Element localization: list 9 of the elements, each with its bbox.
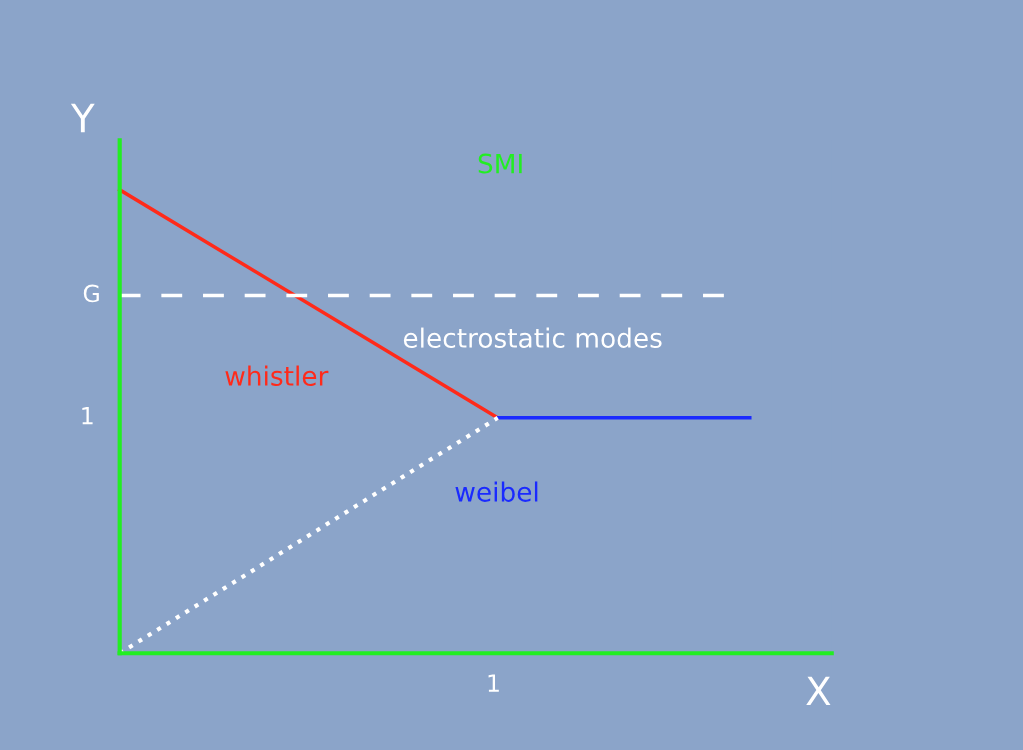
text: SMI xyxy=(478,153,522,174)
text: 1 xyxy=(488,674,499,692)
annotation: electrostatic modes xyxy=(403,327,662,348)
text: 1 xyxy=(82,407,93,425)
y-axis-title: Y xyxy=(70,103,95,133)
x-axis-title: X xyxy=(806,676,831,706)
annotation: weibel xyxy=(455,481,538,502)
annotation: whistler xyxy=(225,365,329,386)
ref-line-label: G xyxy=(83,284,99,303)
